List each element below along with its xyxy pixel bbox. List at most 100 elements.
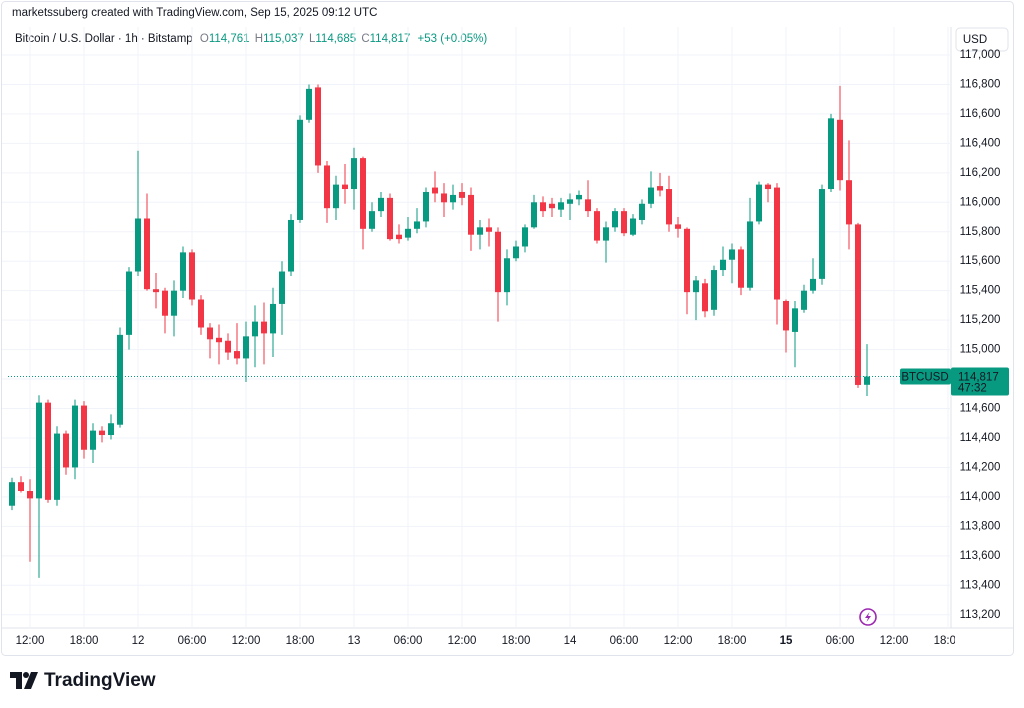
y-tick-label: 116,600 xyxy=(960,108,1001,120)
candle-body xyxy=(486,227,492,232)
ohlc-value: 115,037 xyxy=(263,33,304,45)
candle-body xyxy=(387,197,393,240)
candle-body xyxy=(801,290,807,310)
candle-body xyxy=(90,430,96,450)
candle-body xyxy=(441,193,447,203)
candle-body xyxy=(783,300,789,331)
ohlc-label: C xyxy=(361,33,369,45)
x-tick-label: 13 xyxy=(348,635,361,647)
lightning-icon[interactable] xyxy=(859,608,877,626)
candle-body xyxy=(792,308,798,332)
candle-body xyxy=(234,351,240,359)
currency-button[interactable] xyxy=(955,27,1009,52)
x-tick-label: 12:00 xyxy=(232,635,261,647)
candle-body xyxy=(342,184,348,190)
candle-body xyxy=(279,271,285,304)
candle-body xyxy=(621,211,627,234)
ohlc-value: 114,817 xyxy=(370,33,411,45)
candle-body xyxy=(657,186,663,191)
candle-body xyxy=(693,280,699,293)
y-tick-label: 114,400 xyxy=(960,432,1001,444)
x-tick-label: 18:00 xyxy=(934,635,963,647)
candle-body xyxy=(396,234,402,240)
candle-body xyxy=(477,227,483,235)
candle-body xyxy=(828,118,834,190)
chart-frame xyxy=(1,1,1014,656)
y-tick-label: 114,200 xyxy=(960,461,1001,473)
candle-body xyxy=(180,252,186,291)
candle-body xyxy=(9,482,15,506)
y-tick-label: 115,400 xyxy=(960,285,1001,297)
candle-body xyxy=(819,189,825,279)
candle-body xyxy=(108,423,114,436)
x-tick-label: 15 xyxy=(780,635,793,647)
y-tick-label: 116,200 xyxy=(960,167,1001,179)
candle-body xyxy=(513,246,519,259)
candle-body xyxy=(216,337,222,343)
candle-body xyxy=(576,194,582,200)
candle-body xyxy=(324,165,330,209)
candle-body xyxy=(369,211,375,229)
candle-body xyxy=(171,290,177,316)
candle-body xyxy=(864,376,870,385)
candle-body xyxy=(126,271,132,335)
x-tick-label: 12:00 xyxy=(664,635,693,647)
x-tick-label: 18:00 xyxy=(286,635,315,647)
countdown-label: 47:32 xyxy=(958,383,987,395)
ohlc-value: 114,761 xyxy=(209,33,250,45)
ohlc-label: L xyxy=(309,33,316,45)
x-tick-label: 06:00 xyxy=(178,635,207,647)
candle-body xyxy=(648,187,654,204)
candle-body xyxy=(99,430,105,436)
candle-body xyxy=(405,228,411,238)
candle-body xyxy=(243,336,249,359)
candle-body xyxy=(288,219,294,272)
candle-body xyxy=(666,189,672,225)
candle-body xyxy=(315,87,321,166)
x-tick-label: 12:00 xyxy=(880,635,909,647)
candle-body xyxy=(270,303,276,334)
x-tick-label: 06:00 xyxy=(826,635,855,647)
candle-body xyxy=(567,199,573,204)
candle-body xyxy=(225,340,231,353)
candle-body xyxy=(612,211,618,228)
candle-body xyxy=(747,221,753,288)
ohlc-label: O xyxy=(200,33,209,45)
symbol-tag-label: BTCUSD xyxy=(901,372,948,384)
y-tick-label: 113,200 xyxy=(960,609,1001,621)
candle-body xyxy=(189,252,195,300)
candle-body xyxy=(720,259,726,271)
y-tick-label: 115,200 xyxy=(960,314,1001,326)
candle-body xyxy=(846,180,852,225)
ohlc-value: 114,685 xyxy=(315,33,356,45)
candle-body xyxy=(756,184,762,222)
candle-body xyxy=(432,187,438,194)
tradingview-logo: TradingView xyxy=(10,670,156,691)
y-tick-label: 113,600 xyxy=(960,550,1001,562)
candle-body xyxy=(540,202,546,212)
candle-body xyxy=(765,184,771,190)
x-tick-label: 12:00 xyxy=(448,635,477,647)
candle-body xyxy=(81,405,87,450)
candle-body xyxy=(135,218,141,272)
candle-body xyxy=(144,218,150,290)
x-tick-label: 18:00 xyxy=(502,635,531,647)
candle-body xyxy=(423,191,429,222)
y-tick-label: 114,000 xyxy=(960,491,1001,503)
price-tag xyxy=(951,367,1009,396)
currency-label[interactable]: USD xyxy=(963,34,987,46)
candles xyxy=(9,84,870,578)
y-tick-label: 113,400 xyxy=(960,579,1001,591)
candle-body xyxy=(684,228,690,293)
y-tick-label: 116,800 xyxy=(960,78,1001,90)
symbol-legend: Bitcoin / U.S. Dollar · 1h · Bitstamp O1… xyxy=(15,33,487,45)
candle-body xyxy=(729,249,735,260)
candle-body xyxy=(198,299,204,328)
candle-body xyxy=(45,402,51,500)
candle-body xyxy=(261,321,267,334)
candle-body xyxy=(36,402,42,499)
y-tick-label: 117,000 xyxy=(960,49,1001,61)
attribution: marketssuberg created with TradingView.c… xyxy=(12,7,377,19)
